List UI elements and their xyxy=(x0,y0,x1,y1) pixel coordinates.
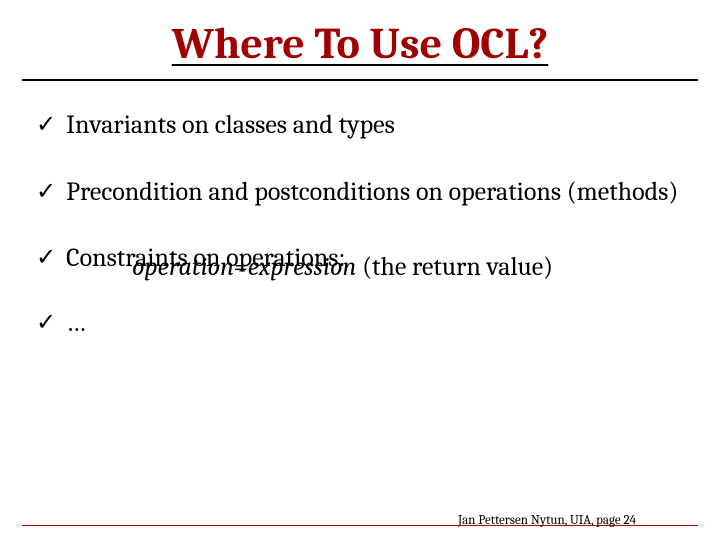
bullet-item: ✓ Invariants on classes and types xyxy=(36,109,684,142)
bullet-indent-italic: operation=expression xyxy=(132,252,356,282)
bullet-text: Precondition and postconditions on opera… xyxy=(66,176,684,209)
ocl-logo-right: OCL xyxy=(651,504,698,530)
logo-letter-o: O xyxy=(22,504,39,529)
slide: Where To Use OCL? ✓ Invariants on classe… xyxy=(0,0,720,540)
bullet-text: Invariants on classes and types xyxy=(66,109,684,142)
bullet-list: ✓ Invariants on classes and types ✓ Prec… xyxy=(0,81,720,340)
slide-title: Where To Use OCL? xyxy=(0,0,720,79)
logo-letter-l: L xyxy=(55,504,69,529)
bullet-indent-rest: (the return value) xyxy=(356,252,553,282)
check-icon: ✓ xyxy=(36,109,56,140)
logo-letter-c: C xyxy=(668,504,684,529)
logo-letter-c: C xyxy=(39,504,55,529)
footer: OCL Jan Pettersen Nytun, UIA, page 24 OC… xyxy=(22,525,698,530)
logo-letter-o: O xyxy=(651,504,668,529)
bullet-item: ✓ … xyxy=(36,307,684,340)
footer-text: Jan Pettersen Nytun, UIA, page 24 xyxy=(458,513,636,528)
check-icon: ✓ xyxy=(36,307,56,338)
bullet-item: ✓ Precondition and postconditions on ope… xyxy=(36,176,684,209)
ocl-logo-left: OCL xyxy=(22,504,69,530)
check-icon: ✓ xyxy=(36,176,56,207)
check-icon: ✓ xyxy=(36,242,56,273)
bullet-text: … xyxy=(66,307,684,340)
logo-letter-l: L xyxy=(684,504,698,529)
